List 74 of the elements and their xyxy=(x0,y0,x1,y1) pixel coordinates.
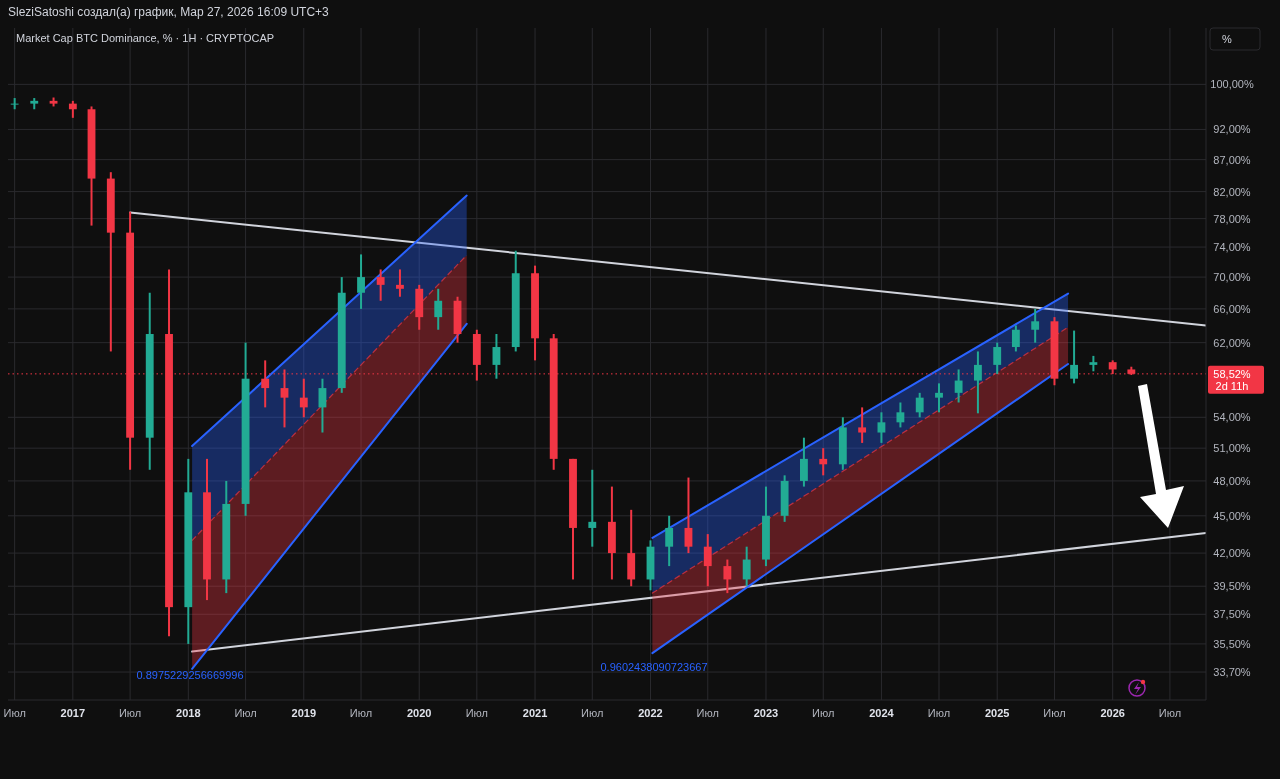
chart-title: Market Cap BTC Dominance, % · 1H · CRYPTOCAP xyxy=(16,32,275,44)
x-tick-label: Июл xyxy=(1043,707,1066,719)
text: SleziSatoshi создал(а) график, Мар 27, 2026 16:09 UTC+3 xyxy=(8,5,330,19)
x-tick-label: 2020 xyxy=(407,707,432,719)
text: % xyxy=(1222,33,1232,45)
candlestick xyxy=(877,411,886,444)
y-tick-label: 62,00% xyxy=(1213,336,1251,349)
y-tick-label: 33,70% xyxy=(1213,666,1251,679)
candlestick xyxy=(280,368,289,429)
candlestick xyxy=(703,533,712,588)
x-tick-label: Июл xyxy=(465,707,488,719)
x-tick-label: Июл xyxy=(1158,707,1182,719)
x-tick-label: 2021 xyxy=(522,707,548,719)
ref-line-label: 58,52% xyxy=(1213,367,1251,380)
y-tick-label: 100,00% xyxy=(1210,78,1254,91)
annotation: 0.9602438090723667 xyxy=(600,661,708,673)
x-tick-label: 2024 xyxy=(869,707,895,719)
y-tick-label: 51,00% xyxy=(1213,442,1251,455)
candlestick xyxy=(819,447,828,477)
y-tick-label: 39,50% xyxy=(1213,580,1251,593)
x-tick-label: 2022 xyxy=(638,707,663,719)
y-tick-label: 92,00% xyxy=(1213,123,1251,136)
text: 2d 11h xyxy=(1215,379,1249,392)
candlestick xyxy=(800,436,808,488)
y-tick-label: 48,00% xyxy=(1213,474,1251,487)
candlestick xyxy=(492,333,501,380)
candlestick xyxy=(396,268,404,298)
x-tick-label: Июл xyxy=(927,707,951,719)
y-tick-label: 87,00% xyxy=(1213,153,1251,166)
candlestick xyxy=(993,341,1002,376)
candlestick xyxy=(742,545,751,588)
candlestick xyxy=(684,476,693,555)
candlestick xyxy=(1070,329,1079,385)
candlestick xyxy=(434,287,443,331)
candlestick xyxy=(935,382,943,414)
y-tick-label: 42,00% xyxy=(1213,547,1251,560)
candlestick xyxy=(299,377,308,419)
x-tick-label: Июл xyxy=(696,707,719,719)
candlestick xyxy=(357,253,365,310)
y-tick-label: 45,00% xyxy=(1213,509,1251,522)
candlestick xyxy=(588,468,597,548)
y-tick-label: 66,00% xyxy=(1213,302,1251,315)
x-tick-label: 2026 xyxy=(1100,707,1125,719)
annotation: 0.8975229256669996 xyxy=(136,669,244,681)
x-tick-label: Июл xyxy=(349,707,373,719)
x-tick-label: Июл xyxy=(812,707,835,719)
x-tick-label: 2018 xyxy=(176,707,201,719)
candlestick xyxy=(10,97,19,111)
candlestick xyxy=(665,514,674,568)
candlestick xyxy=(261,359,270,409)
y-tick-label: 37,50% xyxy=(1213,608,1251,621)
candlestick xyxy=(1031,307,1040,344)
x-tick-label: 2025 xyxy=(984,707,1010,719)
y-tick-label: 78,00% xyxy=(1213,212,1251,225)
y-tick-label: 35,50% xyxy=(1213,637,1251,650)
candlestick xyxy=(896,401,905,429)
y-tick-label: 74,00% xyxy=(1213,241,1251,254)
candlestick xyxy=(376,268,385,302)
x-tick-label: Июл xyxy=(581,707,604,719)
candlestick xyxy=(954,368,963,404)
candlestick xyxy=(858,406,867,444)
y-tick-label: 70,00% xyxy=(1213,271,1251,284)
x-tick-label: 2023 xyxy=(753,707,779,719)
x-tick-label: Июл xyxy=(3,707,26,719)
candlestick xyxy=(723,558,732,595)
y-tick-label: 82,00% xyxy=(1213,185,1251,198)
x-tick-label: Июл xyxy=(234,707,257,719)
y-tick-label: 54,00% xyxy=(1213,411,1251,424)
x-tick-label: 2017 xyxy=(60,707,86,719)
x-tick-label: 2019 xyxy=(291,707,317,719)
candlestick xyxy=(915,391,924,419)
candlestick xyxy=(1011,324,1020,353)
x-tick-label: Июл xyxy=(118,707,142,719)
candlestick xyxy=(973,350,982,415)
